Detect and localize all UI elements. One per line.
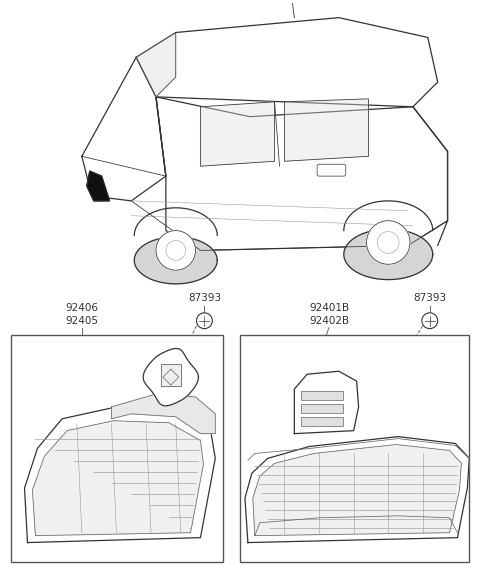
- FancyBboxPatch shape: [317, 164, 346, 176]
- Text: 92405: 92405: [65, 316, 98, 326]
- Polygon shape: [201, 102, 275, 166]
- Bar: [301, 417, 343, 426]
- Text: 92406: 92406: [65, 303, 98, 313]
- Polygon shape: [143, 349, 199, 406]
- Polygon shape: [111, 394, 216, 434]
- Text: 92402B: 92402B: [309, 316, 349, 326]
- Circle shape: [422, 313, 438, 329]
- Circle shape: [156, 231, 195, 270]
- Text: 92401B: 92401B: [309, 303, 349, 313]
- Polygon shape: [134, 237, 217, 284]
- Polygon shape: [33, 421, 204, 536]
- Bar: [11, 335, 223, 563]
- Bar: [240, 335, 469, 563]
- Circle shape: [367, 221, 410, 264]
- Bar: [161, 364, 180, 386]
- Text: 87393: 87393: [413, 293, 446, 303]
- Text: 87393: 87393: [188, 293, 221, 303]
- Polygon shape: [294, 371, 359, 434]
- Polygon shape: [136, 33, 176, 97]
- Polygon shape: [156, 97, 447, 250]
- Polygon shape: [344, 229, 433, 280]
- Text: 92317D: 92317D: [373, 406, 415, 416]
- Bar: [301, 391, 343, 400]
- Polygon shape: [24, 407, 216, 543]
- Polygon shape: [285, 99, 369, 161]
- Polygon shape: [87, 171, 109, 201]
- Circle shape: [196, 313, 212, 329]
- Polygon shape: [245, 437, 469, 543]
- Polygon shape: [253, 444, 461, 536]
- Bar: [301, 404, 343, 413]
- Text: 92137: 92137: [40, 387, 73, 397]
- Polygon shape: [82, 57, 166, 201]
- Polygon shape: [136, 17, 438, 117]
